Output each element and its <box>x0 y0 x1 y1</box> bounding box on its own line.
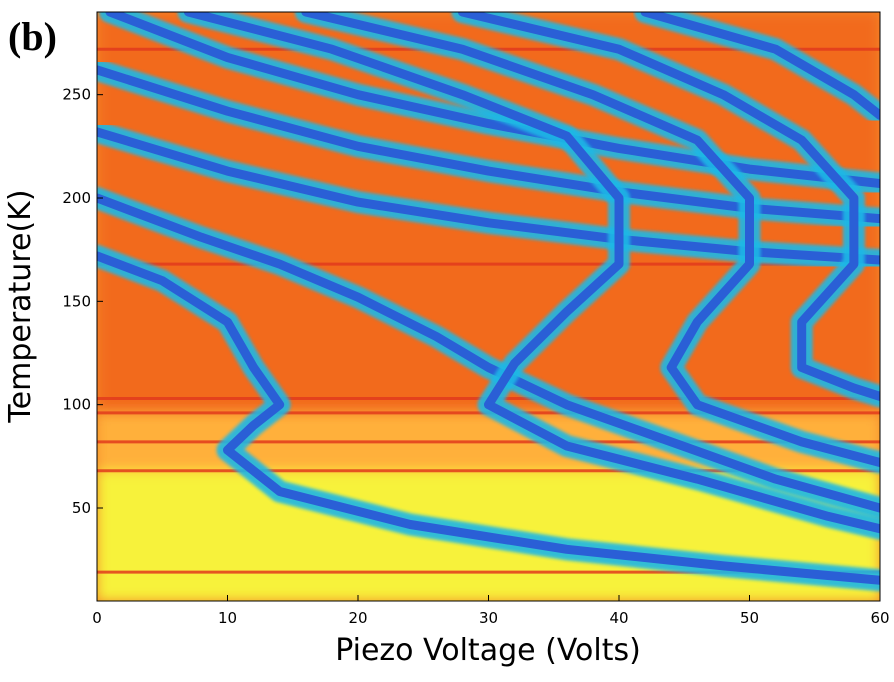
y-axis-title: Temperature(K) <box>3 189 38 423</box>
y-tick-label: 250 <box>62 86 91 104</box>
fringe-line <box>640 12 880 120</box>
fringe-line <box>105 12 880 188</box>
fringe-line <box>97 251 880 585</box>
x-tick-label: 50 <box>740 609 759 627</box>
x-tick-label: 20 <box>348 609 367 627</box>
y-axis-ticks: 50 100 150 200 250 <box>62 86 103 517</box>
interference-fringes <box>97 12 880 592</box>
y-tick-label: 150 <box>62 292 91 310</box>
plot-area <box>97 12 880 601</box>
x-tick-label: 60 <box>870 609 889 627</box>
fringe-line <box>97 193 880 513</box>
fringe-line <box>183 12 880 534</box>
y-tick-label: 200 <box>62 189 91 207</box>
x-tick-label: 0 <box>92 609 102 627</box>
panel-label: (b) <box>8 14 57 59</box>
x-tick-label: 10 <box>218 609 237 627</box>
x-axis-ticks: 0 10 20 30 40 50 60 <box>92 595 890 627</box>
fringe-line <box>457 12 880 401</box>
y-tick-label: 50 <box>72 499 91 517</box>
x-tick-label: 30 <box>479 609 498 627</box>
y-tick-label: 100 <box>62 396 91 414</box>
left-yellow-region <box>97 487 228 601</box>
x-tick-label: 40 <box>609 609 628 627</box>
x-axis-title: Piezo Voltage (Volts) <box>335 633 641 668</box>
fringe-line <box>301 12 880 467</box>
